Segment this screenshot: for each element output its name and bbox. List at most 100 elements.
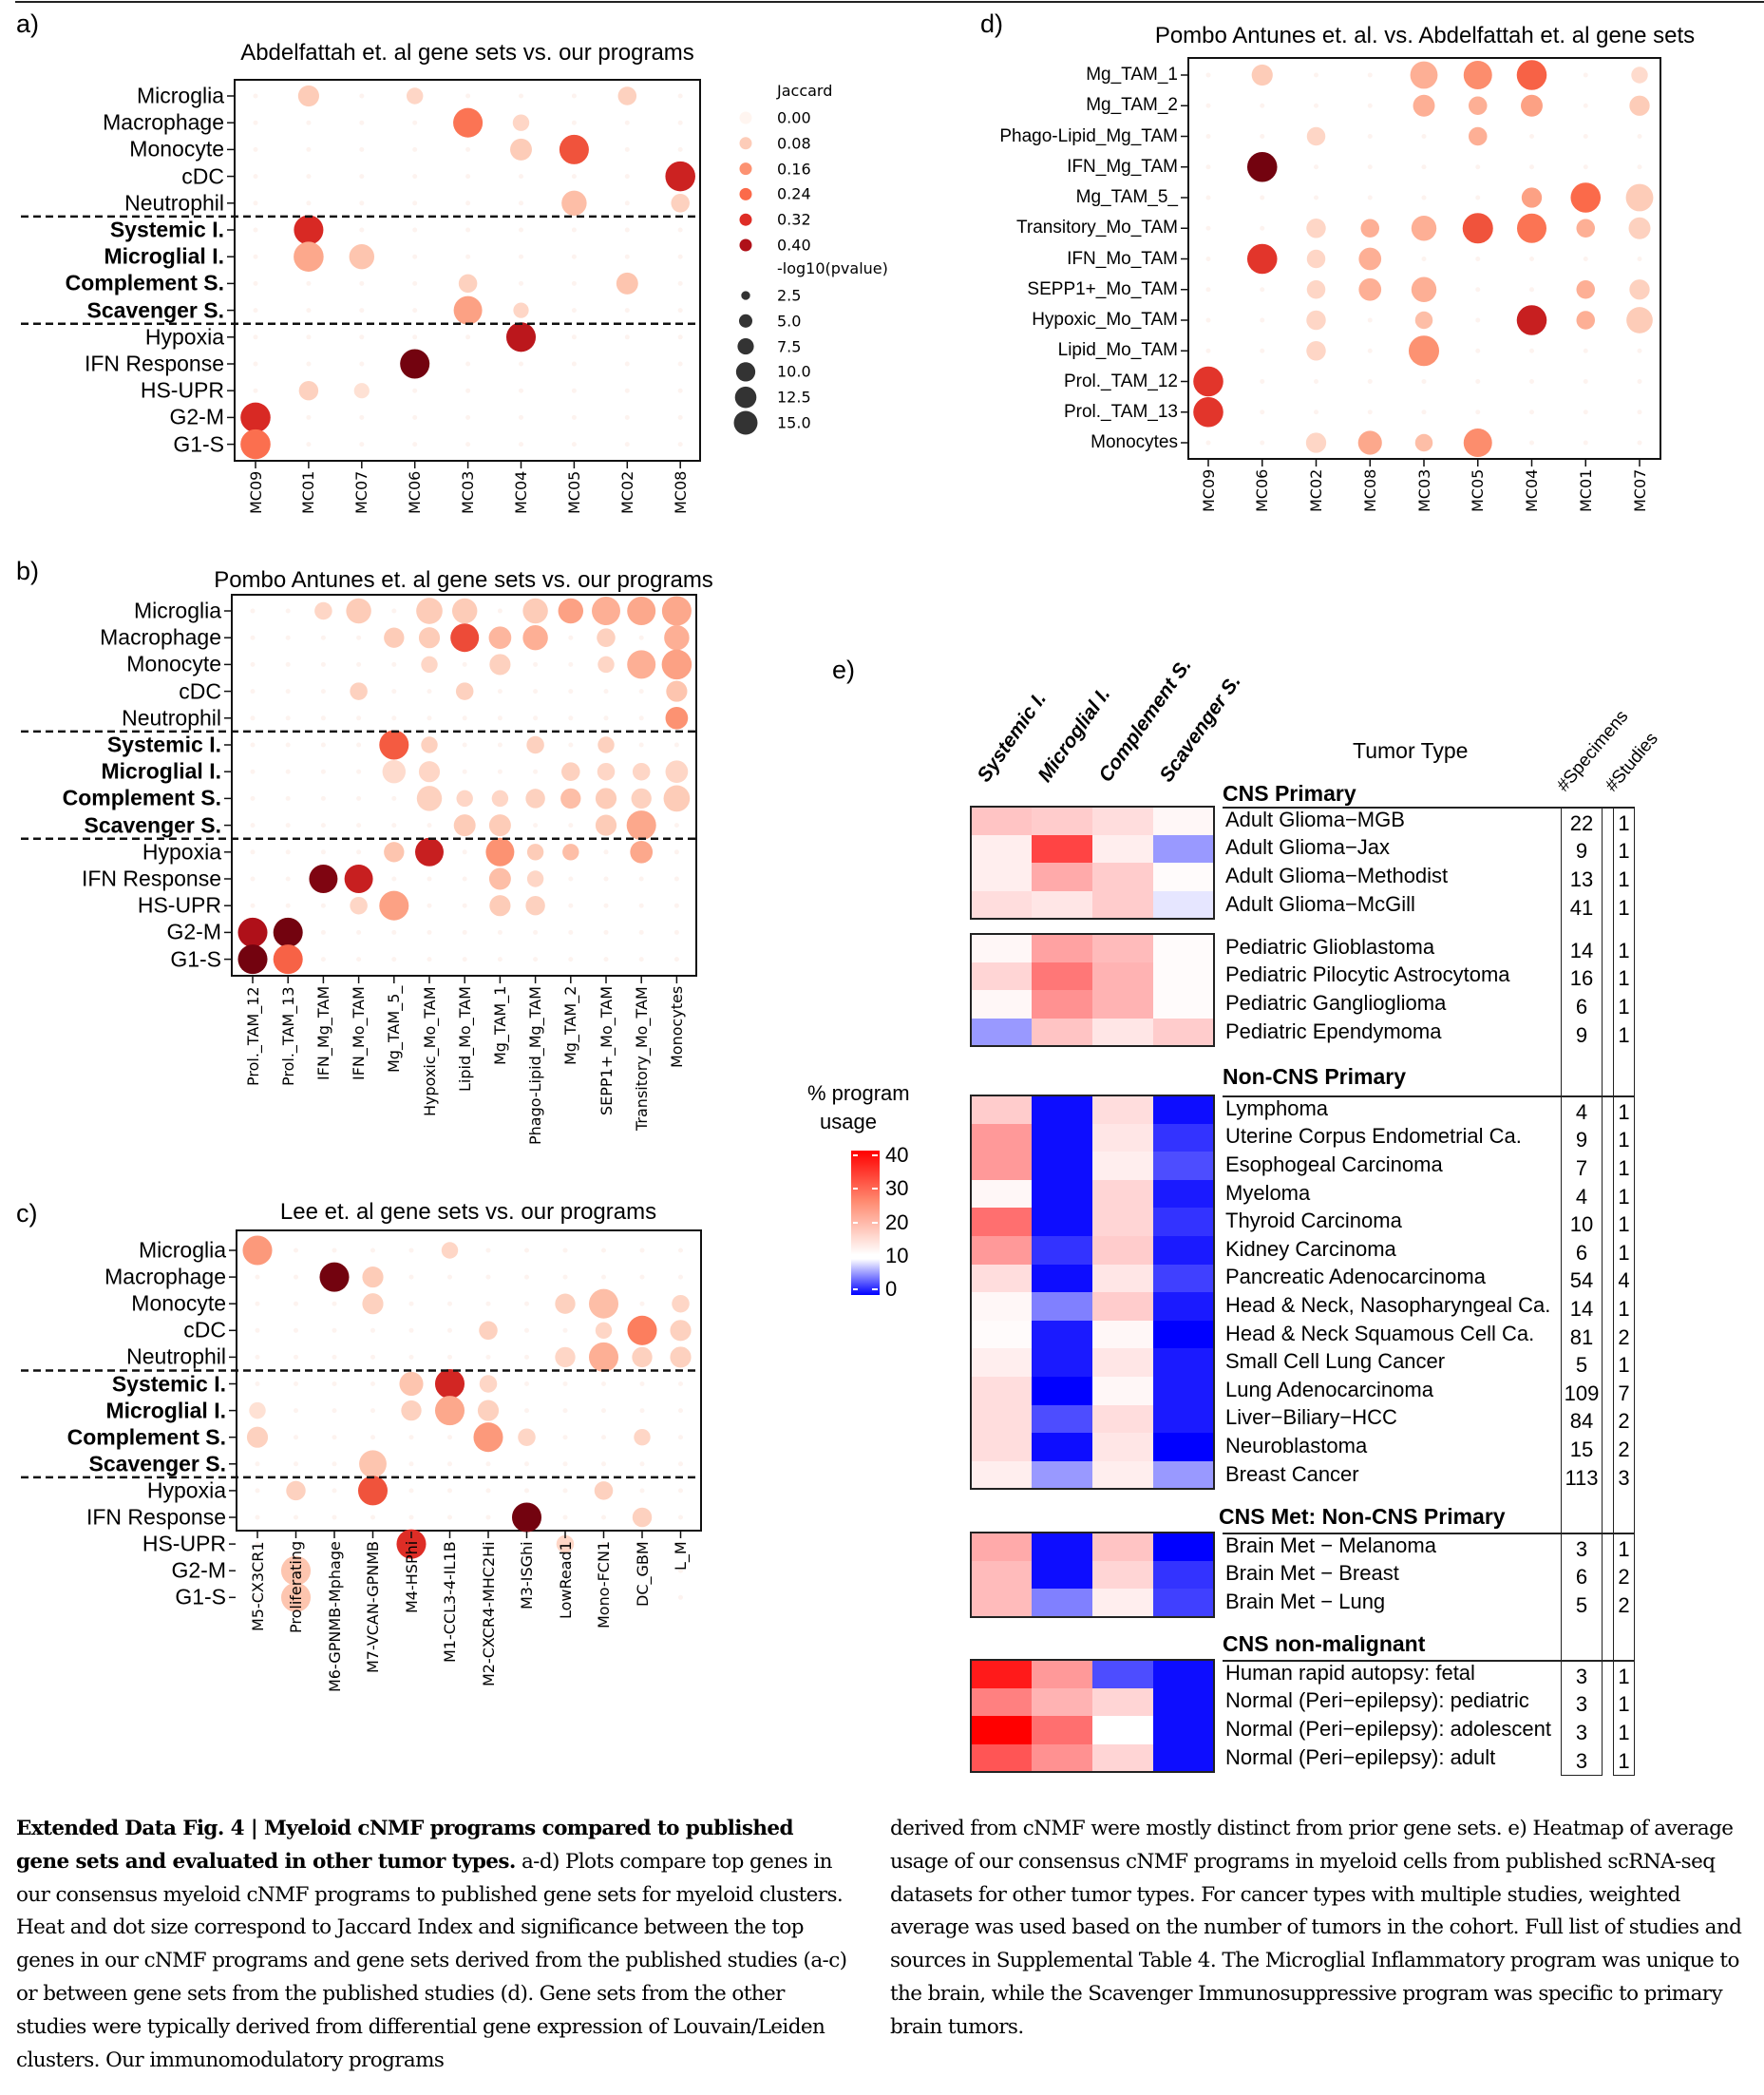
dot-faint (603, 876, 609, 882)
heatmap-cell (1092, 1320, 1153, 1349)
dot-faint (1260, 409, 1265, 415)
dot-faint (465, 174, 471, 180)
dot-faint (624, 361, 630, 367)
dot-c-r6-c4 (401, 1400, 422, 1421)
dot-faint (462, 661, 467, 667)
heatmap-cell (1032, 1589, 1092, 1618)
y-label: Hypoxia (142, 839, 221, 865)
heatmap-cell (1153, 1348, 1214, 1378)
dot-faint (519, 254, 523, 259)
y-label: Phago-Lipid_Mg_TAM (999, 125, 1178, 146)
dot-faint (562, 1327, 568, 1333)
specimen-count: 15 (1569, 1438, 1594, 1461)
dot-c-r2-c11 (672, 1294, 690, 1313)
dot-c-r0-c5 (441, 1242, 459, 1259)
heatmap-cell (1153, 1716, 1214, 1745)
dot-faint (1205, 195, 1211, 200)
dot-faint (412, 120, 418, 125)
dot-b-r6-c11 (632, 762, 651, 781)
heatmap-cell (971, 1743, 1032, 1773)
dot-faint (601, 1247, 606, 1253)
dot-faint (1367, 317, 1373, 323)
dot-faint (412, 334, 418, 340)
dot-b-r7-c11 (631, 788, 652, 809)
dot-faint (462, 876, 467, 882)
dot-d-r6-c1 (1246, 243, 1278, 275)
dot-b-r8-c7 (488, 814, 511, 837)
dot-faint (320, 661, 326, 667)
heatmap-block (970, 806, 1215, 921)
dot-faint (678, 1461, 683, 1467)
dot-faint (568, 715, 574, 721)
dot-faint (370, 1435, 375, 1440)
y-label: cDC (179, 678, 221, 704)
study-count: 1 (1618, 1692, 1630, 1717)
dot-faint (356, 957, 362, 962)
dot-a-r2-c6 (559, 134, 589, 164)
dot-faint (568, 876, 574, 882)
dot-faint (624, 308, 630, 314)
dot-faint (332, 1541, 337, 1547)
dot-b-r3-c3 (350, 682, 368, 700)
dot-faint (332, 1514, 337, 1520)
heatmap-cell (1032, 1404, 1092, 1434)
dot-faint (571, 388, 577, 393)
colorbar-tick (872, 1221, 878, 1224)
legend-size-label: 12.5 (777, 388, 811, 407)
dot-faint (255, 1354, 260, 1360)
dot-faint (678, 1541, 683, 1547)
heatmap-cell (1092, 1533, 1153, 1562)
dot-faint (408, 1435, 414, 1440)
dot-faint (1421, 164, 1427, 170)
study-count: 1 (1618, 1664, 1630, 1688)
dot-faint (485, 1247, 491, 1253)
dot-faint (1367, 103, 1373, 108)
y-label: Macrophage (100, 624, 221, 650)
heatmap-cell (1153, 1123, 1214, 1152)
heatmap-cell (1153, 934, 1214, 963)
heatmap-cell (1153, 863, 1214, 892)
dot-faint (678, 1381, 683, 1386)
dot-faint (370, 1514, 375, 1520)
y-label: Scavenger S. (88, 1451, 226, 1476)
dot-faint (356, 823, 362, 828)
y-label: HS-UPR (142, 1531, 226, 1556)
dot-faint (677, 227, 683, 233)
dot-faint (285, 769, 291, 774)
dot-faint (624, 120, 630, 125)
heatmap-cell (1153, 1560, 1214, 1590)
dot-b-r1-c8 (522, 624, 548, 651)
dot-faint (677, 120, 683, 125)
study-count: 1 (1618, 867, 1630, 891)
dot-b-r10-c7 (488, 867, 511, 890)
dot-faint (462, 742, 467, 748)
dot-faint (1260, 287, 1265, 293)
dot-c-r4-c11 (670, 1346, 692, 1368)
dot-faint (638, 742, 644, 748)
heatmap-cell (1032, 1236, 1092, 1266)
dot-d-r5-c3 (1360, 219, 1380, 238)
dot-d-r5-c6 (1516, 213, 1547, 243)
tumor-type-label: Pediatric Pilocytic Astrocytoma (1225, 962, 1510, 987)
dot-faint (1583, 348, 1588, 353)
heatmap-cell (971, 1018, 1032, 1047)
dot-faint (447, 1435, 452, 1440)
dot-faint (255, 1568, 260, 1573)
legend-color-swatch (739, 213, 752, 226)
dot-faint (253, 388, 258, 393)
y-label: Prol._TAM_12 (1063, 371, 1178, 391)
heatmap-cell (971, 962, 1032, 991)
dot-d-r5-c4 (1411, 216, 1437, 241)
heatmap-cell (971, 1589, 1032, 1618)
dot-faint (1205, 440, 1211, 446)
y-label: Monocyte (126, 651, 221, 676)
group-header: Non-CNS Primary (1223, 1064, 1406, 1089)
heatmap-cell (971, 1264, 1032, 1293)
dot-faint (524, 1541, 529, 1547)
dot-faint (285, 823, 291, 828)
y-label: Mg_TAM_2 (1086, 95, 1178, 116)
dot-faint (1260, 134, 1265, 139)
colorbar-tick (872, 1254, 878, 1257)
dot-faint (533, 769, 539, 774)
dot-faint (320, 635, 326, 640)
